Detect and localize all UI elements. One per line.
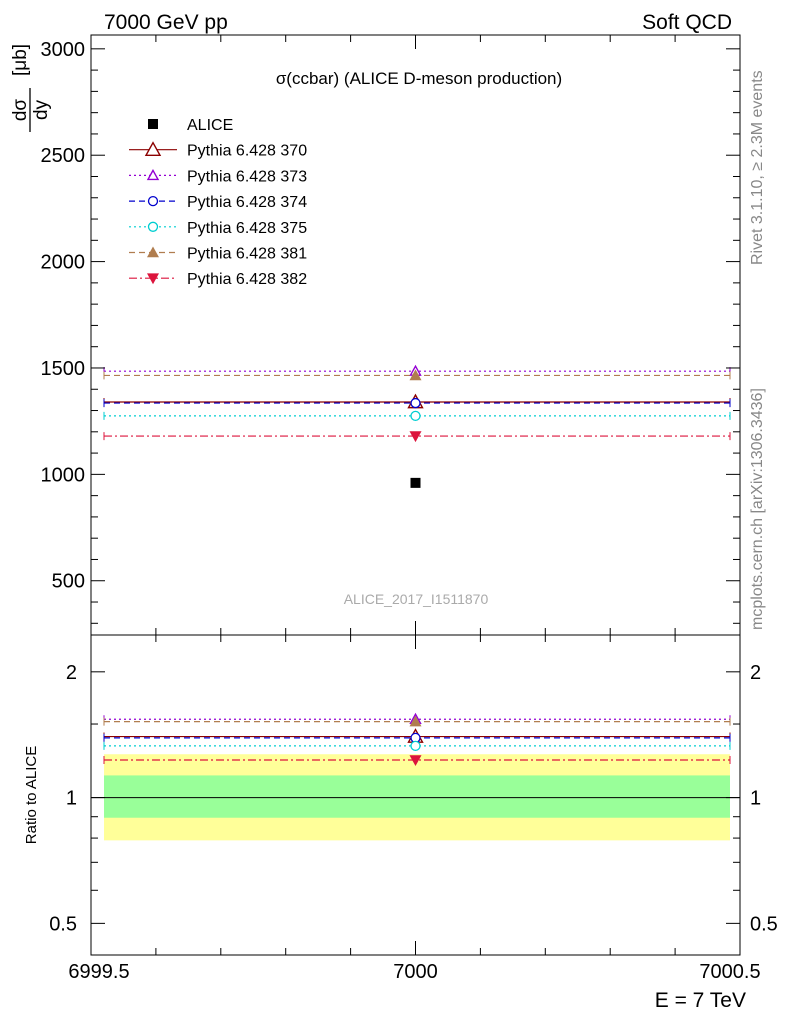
legend-label-4: Pythia 6.428 381 [187, 246, 307, 263]
y-axis-label: dσ dy [μb] [10, 44, 52, 132]
ratio-series-group [103, 712, 731, 767]
x-tick-label-2: 7000.5 [699, 961, 760, 983]
legend-marker-4 [147, 246, 159, 258]
main-ytick-label-3: 2000 [41, 252, 86, 274]
ratio-band-inner [104, 775, 730, 818]
main-series-marker-5 [409, 431, 422, 443]
mcplots-label: mcplots.cern.ch [arXiv:1306.3436] [749, 388, 766, 630]
legend-marker-alice [148, 119, 158, 129]
main-series-marker-2 [410, 397, 421, 409]
main-series-marker-4 [409, 369, 422, 381]
legend-label-5: Pythia 6.428 382 [187, 271, 307, 288]
ratio-frame [90, 634, 741, 956]
data-point-alice [410, 477, 421, 488]
legend-marker-3 [147, 221, 159, 232]
legend-label-1: Pythia 6.428 373 [187, 168, 307, 185]
ratio-series-marker-3 [410, 740, 421, 751]
ratio-panel: 0.5 0.5 1 1 2 2 6999.5 7000 7000.5 Ratio to ALIC… [23, 634, 778, 1012]
ratio-ytick-label-right-2: 2 [750, 662, 761, 684]
legend: ALICE Pythia 6.428 370 Pythia 6.428 373 Pyt… [129, 117, 307, 288]
legend-marker-0 [144, 141, 162, 157]
ratio-ytick-label-right-0: 0.5 [750, 913, 778, 935]
legend-marker-2 [147, 195, 159, 207]
y-label-unit: [μb] [10, 44, 31, 76]
main-series-marker-3 [410, 410, 421, 422]
main-ytick-label-0: 500 [52, 571, 85, 593]
main-series-group [103, 364, 731, 488]
main-axes-group: 500 1000 1500 2000 2500 3000 [41, 35, 741, 635]
legend-marker-1 [146, 168, 160, 181]
ratio-ytick-label-left-1: 1 [66, 788, 77, 810]
legend-label-3: Pythia 6.428 375 [187, 220, 307, 237]
header-right: Soft QCD [642, 11, 732, 34]
x-tick-label-1: 7000 [393, 961, 438, 983]
header-left: 7000 GeV pp [104, 11, 228, 34]
main-ytick-label-5: 3000 [41, 39, 86, 61]
ratio-y-label: Ratio to ALICE [23, 746, 40, 844]
x-axis-label: E = 7 TeV [655, 989, 746, 1012]
y-label-numerator: dσ [10, 99, 31, 122]
ratio-bands-group [91, 754, 740, 841]
ratio-series-marker-5 [409, 755, 422, 767]
main-ytick-label-4: 2500 [41, 145, 86, 167]
y-label-denominator: dy [31, 99, 52, 120]
rivet-label: Rivet 3.1.10, ≥ 2.3M events [749, 70, 766, 265]
legend-label-alice: ALICE [187, 117, 233, 134]
x-tick-label-0: 6999.5 [68, 961, 129, 983]
legend-label-0: Pythia 6.428 370 [187, 143, 307, 160]
ratio-ytick-label-right-1: 1 [750, 788, 761, 810]
watermark: ALICE_2017_I1511870 [344, 591, 489, 607]
ratio-axes-group: 0.5 0.5 1 1 2 2 6999.5 7000 7000.5 [49, 635, 778, 983]
legend-label-2: Pythia 6.428 374 [187, 194, 307, 211]
main-ytick-label-2: 1500 [41, 358, 86, 380]
ratio-ytick-label-left-0: 0.5 [49, 913, 77, 935]
main-title: σ(ccbar) (ALICE D-meson production) [276, 69, 562, 88]
ratio-ytick-label-left-2: 2 [66, 662, 77, 684]
ratio-series-marker-4 [409, 715, 422, 727]
main-ytick-label-1: 1000 [41, 464, 86, 486]
main-panel: 500 1000 1500 2000 2500 3000 σ(ccbar) (ALICE … [10, 34, 741, 636]
legend-marker-5 [147, 273, 159, 285]
